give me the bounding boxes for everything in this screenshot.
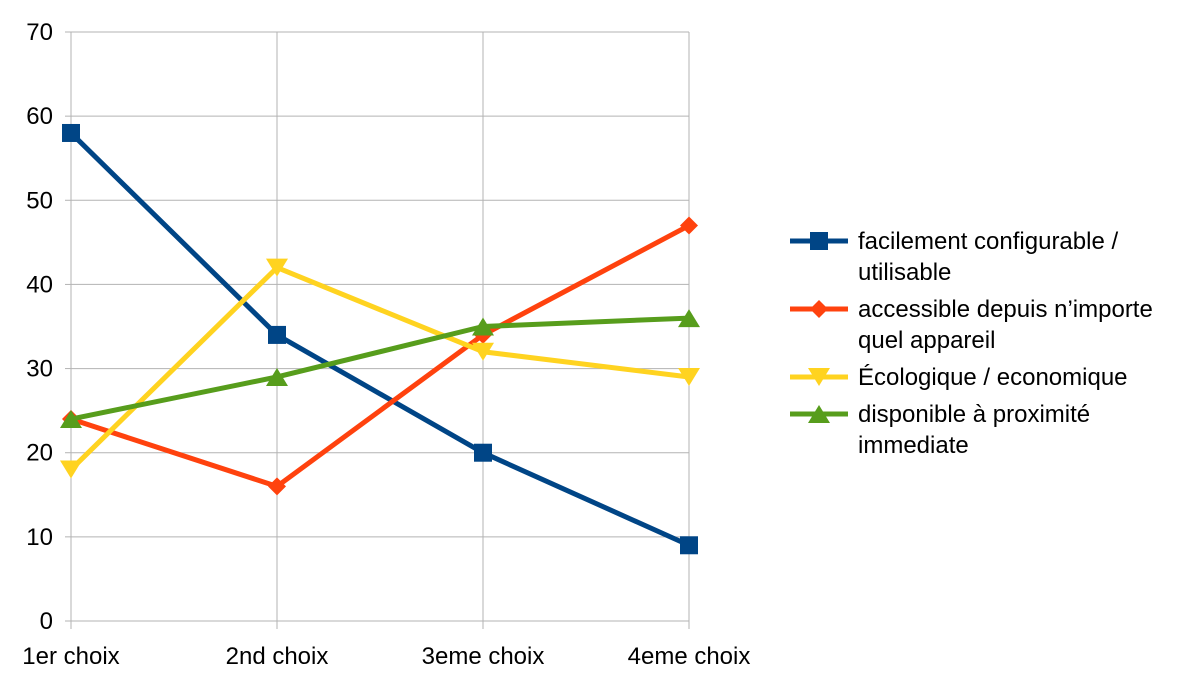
data-point — [678, 309, 700, 328]
series-line — [68, 223, 692, 489]
series-2 — [62, 216, 698, 496]
y-tick-label: 20 — [26, 440, 53, 467]
legend: facilement configurable / utilisable acces… — [790, 228, 1153, 459]
x-tick-label: 3eme choix — [422, 643, 545, 670]
legend-item-2: accessible depuis n’importe quel appareil — [790, 296, 1153, 354]
x-tick-labels: 1er choix 2nd choix 3eme choix 4eme choix — [22, 643, 750, 670]
data-point — [268, 477, 286, 496]
gridlines — [70, 31, 690, 622]
data-point — [678, 367, 700, 386]
series-3 — [60, 258, 700, 479]
legend-swatch-marker — [810, 300, 828, 318]
legend-label: immediate — [858, 432, 969, 459]
legend-label: quel appareil — [858, 327, 995, 354]
data-point — [472, 317, 494, 336]
data-point — [60, 460, 82, 479]
legend-swatch-marker — [808, 368, 830, 386]
data-point — [60, 410, 82, 429]
x-tick-label: 4eme choix — [628, 643, 751, 670]
legend-label: Écologique / economique — [858, 364, 1128, 391]
series-4 — [60, 309, 700, 429]
data-point — [268, 325, 286, 344]
series-1 — [62, 123, 698, 555]
y-tick-label: 30 — [26, 356, 53, 383]
data-point — [472, 342, 494, 361]
data-point — [680, 216, 698, 235]
legend-item-3: Écologique / economique — [790, 364, 1128, 391]
data-point — [680, 536, 698, 555]
data-point — [266, 258, 288, 277]
y-tick-label: 50 — [26, 187, 53, 214]
series-lines — [60, 123, 700, 555]
legend-label: disponible à proximité — [858, 401, 1090, 428]
legend-label: utilisable — [858, 259, 951, 286]
axes — [65, 31, 690, 629]
y-tick-label: 0 — [40, 608, 53, 635]
y-tick-labels: 0 10 20 30 40 50 60 70 — [26, 19, 53, 635]
series-line — [68, 315, 692, 422]
x-tick-label: 1er choix — [22, 643, 119, 670]
x-tick-label: 2nd choix — [226, 643, 329, 670]
data-point — [62, 123, 80, 142]
data-point — [266, 367, 288, 386]
y-tick-label: 60 — [26, 103, 53, 130]
legend-label: facilement configurable / — [858, 228, 1118, 255]
y-tick-label: 10 — [26, 524, 53, 551]
series-line — [68, 130, 692, 548]
legend-item-1: facilement configurable / utilisable — [790, 228, 1118, 286]
series-line — [68, 265, 692, 473]
legend-swatch-marker — [810, 232, 828, 250]
legend-item-4: disponible à proximité immediate — [790, 401, 1090, 459]
data-point — [474, 443, 492, 462]
legend-label: accessible depuis n’importe — [858, 296, 1153, 323]
legend-swatch-marker — [808, 405, 830, 423]
y-tick-label: 40 — [26, 271, 53, 298]
y-tick-label: 70 — [26, 19, 53, 46]
